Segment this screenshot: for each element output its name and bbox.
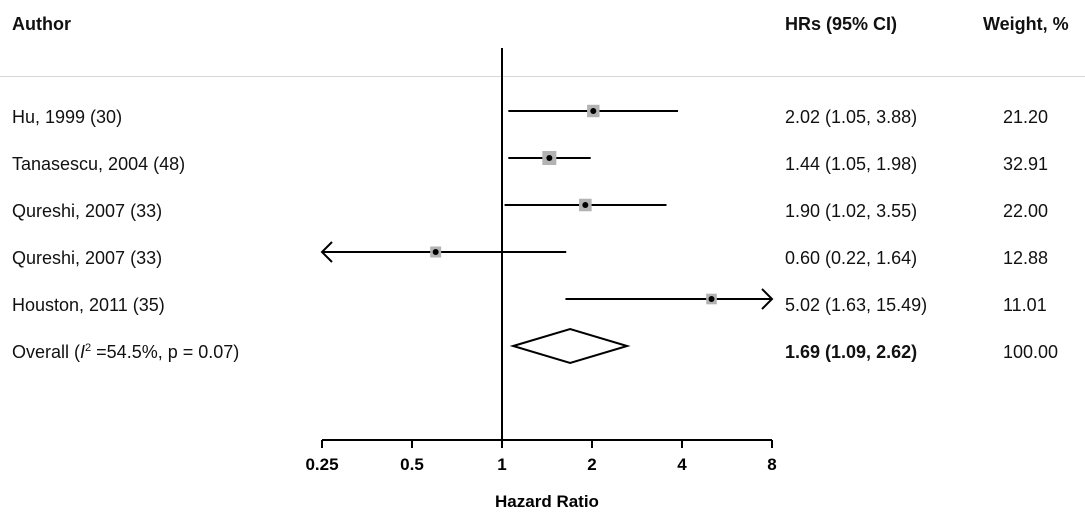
- overall-label: Overall (I2 =54.5%, p = 0.07): [12, 342, 240, 362]
- study-label: Tanasescu, 2004 (48): [12, 154, 186, 174]
- overall-diamond: [509, 327, 631, 365]
- study-weight: 32.91: [1003, 154, 1049, 174]
- study-weight: 21.20: [1003, 107, 1049, 127]
- point-estimate: [546, 155, 553, 161]
- overall-ci: 1.69 (1.09, 2.62): [785, 342, 918, 362]
- x-tick-label: 1: [497, 455, 506, 474]
- point-estimate: [582, 202, 589, 208]
- study-ci: 1.44 (1.05, 1.98): [785, 154, 918, 174]
- study-label: Hu, 1999 (30): [12, 107, 123, 127]
- x-axis-title: Hazard Ratio: [495, 492, 599, 511]
- x-tick-label: 8: [767, 455, 776, 474]
- author-header: Author: [12, 14, 71, 34]
- study-label: Houston, 2011 (35): [12, 295, 165, 315]
- study-label: Qureshi, 2007 (33): [12, 248, 163, 268]
- x-tick-label: 2: [587, 455, 596, 474]
- hr-header: HRs (95% CI): [785, 14, 898, 34]
- header-divider: [0, 76, 1085, 77]
- point-estimate: [708, 296, 715, 302]
- study-weight: 22.00: [1003, 201, 1049, 221]
- point-estimate: [432, 249, 439, 255]
- study-weight: 12.88: [1003, 248, 1049, 268]
- x-tick-label: 0.25: [305, 455, 338, 474]
- study-ci: 5.02 (1.63, 15.49): [785, 295, 928, 315]
- point-estimate: [590, 108, 597, 114]
- weight-header: Weight, %: [983, 14, 1069, 34]
- study-weight: 11.01: [1003, 295, 1047, 315]
- study-ci: 2.02 (1.05, 3.88): [785, 107, 918, 127]
- study-ci: 1.90 (1.02, 3.55): [785, 201, 918, 221]
- x-tick-label: 0.5: [400, 455, 424, 474]
- x-tick-label: 4: [677, 455, 687, 474]
- ci-arrow-right: [761, 288, 774, 310]
- ci-arrow-left: [320, 241, 333, 263]
- overall-weight: 100.00: [1003, 342, 1059, 362]
- study-label: Qureshi, 2007 (33): [12, 201, 163, 221]
- study-ci: 0.60 (0.22, 1.64): [785, 248, 918, 268]
